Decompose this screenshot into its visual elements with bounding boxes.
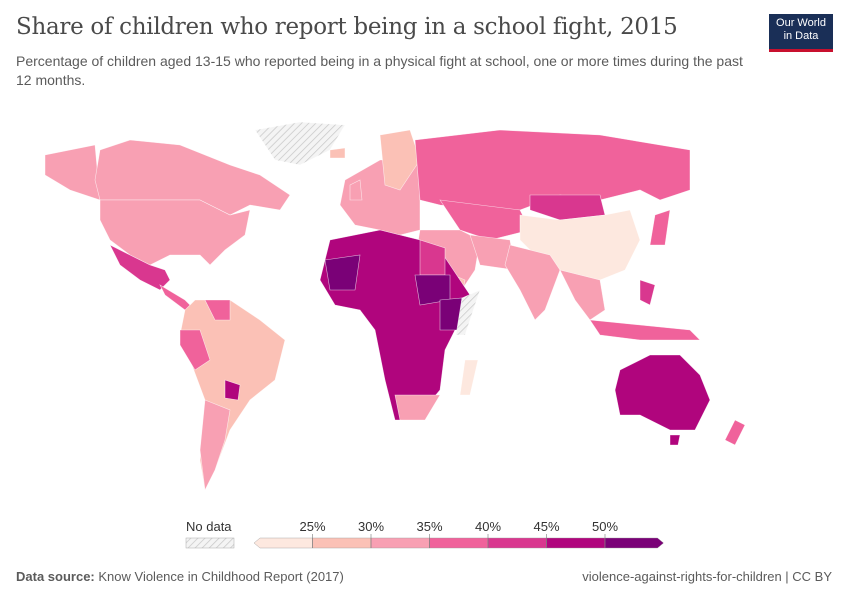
region-usa[interactable]	[99, 199, 251, 266]
region-venezuela[interactable]	[204, 299, 231, 321]
legend-bin-5[interactable]	[546, 537, 606, 549]
map-legend: No data 25% 30% 35% 40% 45% 50%	[185, 519, 664, 549]
legend-bin-3[interactable]	[429, 537, 489, 549]
data-source: Data source: Know Violence in Childhood …	[16, 569, 344, 584]
region-australia[interactable]	[614, 354, 711, 431]
legend-tick-label: 45%	[533, 519, 559, 534]
region-south-africa[interactable]	[394, 394, 441, 421]
region-argentina[interactable]	[199, 399, 231, 492]
region-peru[interactable]	[179, 329, 211, 371]
legend-tick-label: 25%	[299, 519, 325, 534]
legend-tick-label: 30%	[358, 519, 384, 534]
region-philippines[interactable]	[639, 279, 656, 306]
region-mexico[interactable]	[109, 244, 171, 291]
region-alaska[interactable]	[44, 144, 101, 201]
region-central-asia[interactable]	[439, 199, 531, 241]
region-new-zealand[interactable]	[724, 419, 746, 446]
legend-bin-4[interactable]	[487, 537, 547, 549]
chart-title: Share of children who report being in a …	[16, 14, 678, 40]
region-southeast-asia[interactable]	[559, 269, 606, 321]
legend-tick-label: 50%	[592, 519, 618, 534]
legend-bin-6[interactable]	[604, 537, 664, 549]
source-label: Data source:	[16, 569, 95, 584]
legend-bin-1[interactable]	[312, 537, 372, 549]
footer-slug-license[interactable]: violence-against-rights-for-children | C…	[582, 569, 832, 584]
region-iceland[interactable]	[329, 147, 346, 159]
region-paraguay[interactable]	[224, 379, 241, 401]
region-uk[interactable]	[349, 179, 363, 201]
legend-no-data-swatch	[185, 537, 235, 549]
region-scandinavia[interactable]	[379, 129, 421, 191]
region-madagascar[interactable]	[459, 359, 479, 396]
legend-bin-0[interactable]	[253, 537, 313, 549]
legend-no-data-label: No data	[186, 519, 232, 534]
region-west-sahel[interactable]	[324, 254, 361, 291]
chart-subtitle: Percentage of children aged 13-15 who re…	[16, 53, 743, 88]
region-indonesia[interactable]	[589, 319, 701, 341]
region-india[interactable]	[504, 244, 561, 321]
legend-bin-2[interactable]	[370, 537, 430, 549]
legend-tick-label: 35%	[416, 519, 442, 534]
region-somalia[interactable]	[455, 289, 481, 336]
region-greenland[interactable]	[254, 121, 346, 166]
legend-tick-label: 40%	[475, 519, 501, 534]
region-japan[interactable]	[649, 209, 671, 246]
owid-logo[interactable]: Our World in Data	[769, 14, 833, 52]
source-link[interactable]: Know Violence in Childhood Report (2017)	[98, 569, 344, 584]
logo-line-1: Our World	[776, 17, 826, 29]
logo-line-2: in Data	[783, 30, 819, 42]
region-tasmania[interactable]	[669, 434, 681, 446]
